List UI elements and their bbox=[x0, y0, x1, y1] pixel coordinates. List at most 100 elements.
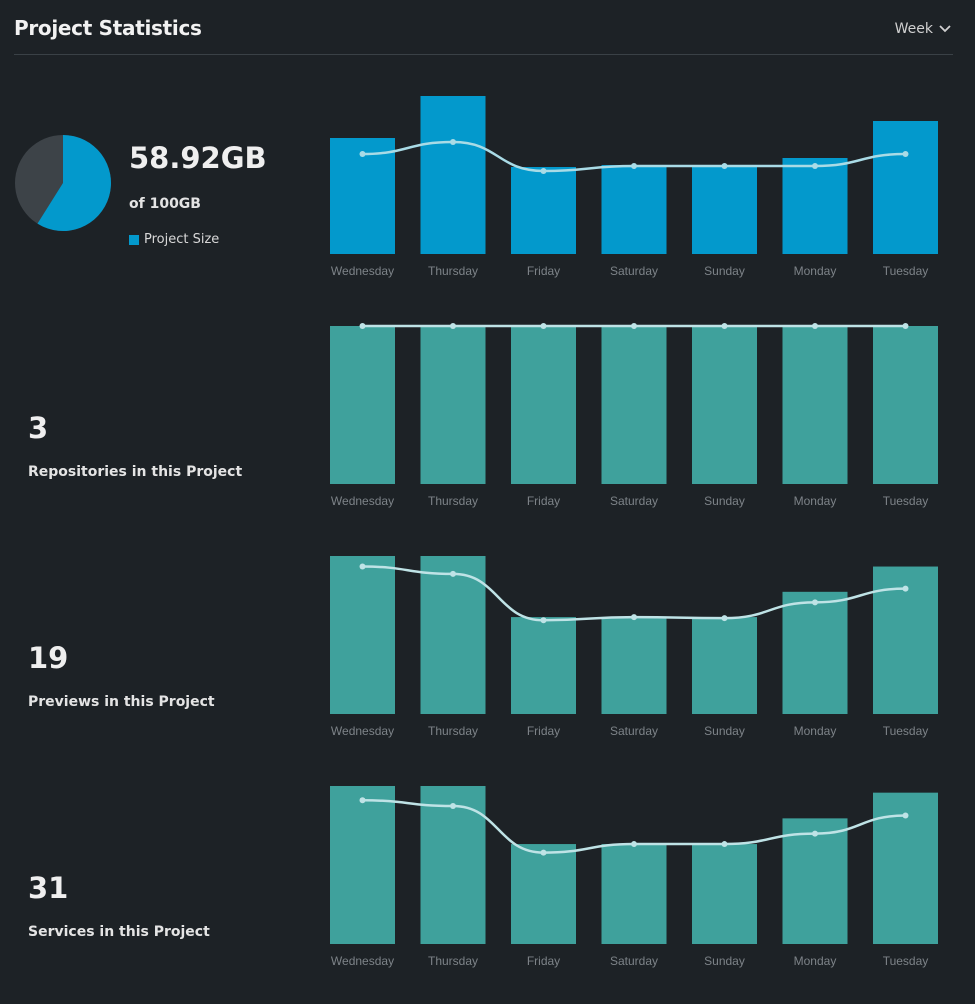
storage-used-value: 58.92GB bbox=[129, 141, 267, 175]
trend-point-saturday bbox=[631, 841, 637, 848]
previews-count: 19 bbox=[28, 641, 69, 675]
repositories-label: Repositories in this Project bbox=[28, 464, 243, 480]
services-chart: Wednesday Thursday Friday Saturday Sunday Mon… bbox=[330, 786, 938, 968]
bar-friday bbox=[511, 167, 576, 254]
bar-sunday bbox=[692, 617, 757, 714]
trend-point-friday bbox=[540, 168, 547, 174]
storage-total: of 100GB bbox=[129, 196, 201, 212]
x-tick-label: Saturday bbox=[610, 954, 658, 968]
trend-point-monday bbox=[812, 830, 818, 837]
x-tick-label: Wednesday bbox=[331, 724, 394, 738]
trend-point-monday bbox=[812, 163, 818, 169]
trend-point-tuesday bbox=[902, 151, 909, 157]
x-tick-label: Sunday bbox=[704, 494, 745, 508]
x-tick-label: Saturday bbox=[610, 264, 658, 278]
x-tick-label: Thursday bbox=[428, 494, 478, 508]
bar-saturday bbox=[601, 617, 667, 714]
x-tick-label: Monday bbox=[794, 264, 837, 278]
trend-point-saturday bbox=[631, 614, 637, 621]
trend-point-thursday bbox=[450, 323, 456, 329]
trend-point-wednesday bbox=[359, 323, 366, 329]
x-tick-label: Wednesday bbox=[331, 264, 394, 278]
x-tick-label: Sunday bbox=[704, 954, 745, 968]
trend-point-saturday bbox=[631, 163, 637, 169]
trend-point-friday bbox=[540, 849, 547, 856]
header-divider bbox=[14, 54, 953, 55]
services-count: 31 bbox=[28, 871, 69, 905]
x-tick-label: Monday bbox=[794, 954, 837, 968]
legend-project-size: Project Size bbox=[129, 232, 219, 247]
storage-pie-chart bbox=[15, 135, 111, 231]
x-tick-label: Monday bbox=[794, 724, 837, 738]
bar-friday bbox=[511, 617, 576, 714]
bar-monday bbox=[782, 326, 848, 484]
x-tick-label: Friday bbox=[527, 264, 560, 278]
bar-saturday bbox=[601, 165, 667, 254]
trend-point-tuesday bbox=[902, 585, 909, 592]
x-tick-label: Thursday bbox=[428, 264, 478, 278]
previews-label: Previews in this Project bbox=[28, 694, 215, 710]
bar-wednesday bbox=[330, 138, 395, 254]
legend-label: Project Size bbox=[144, 232, 220, 247]
bar-monday bbox=[782, 591, 848, 714]
trend-point-sunday bbox=[721, 615, 728, 622]
bar-tuesday bbox=[873, 121, 938, 254]
bar-wednesday bbox=[330, 786, 395, 944]
trend-point-sunday bbox=[721, 323, 728, 329]
page-title: Project Statistics bbox=[14, 16, 202, 40]
x-tick-label: Wednesday bbox=[331, 954, 394, 968]
pie-slice-used bbox=[37, 135, 111, 231]
x-tick-label: Thursday bbox=[428, 954, 478, 968]
x-tick-label: Saturday bbox=[610, 494, 658, 508]
x-tick-label: Thursday bbox=[428, 724, 478, 738]
bar-monday bbox=[782, 818, 848, 944]
x-tick-label: Monday bbox=[794, 494, 837, 508]
trend-point-wednesday bbox=[359, 797, 366, 804]
x-tick-label: Wednesday bbox=[331, 494, 394, 508]
x-tick-label: Saturday bbox=[610, 724, 658, 738]
trend-point-friday bbox=[540, 323, 547, 329]
trend-point-monday bbox=[812, 323, 818, 329]
repositories-count: 3 bbox=[28, 411, 49, 445]
trend-point-thursday bbox=[450, 802, 456, 809]
bar-tuesday bbox=[873, 326, 938, 484]
bar-sunday bbox=[692, 165, 757, 254]
repositories-chart: Wednesday Thursday Friday Saturday Sunday Mon… bbox=[330, 323, 938, 508]
trend-point-sunday bbox=[721, 163, 728, 169]
trend-point-thursday bbox=[450, 570, 456, 577]
legend-swatch bbox=[129, 234, 139, 245]
x-tick-label: Sunday bbox=[704, 724, 745, 738]
trend-point-tuesday bbox=[902, 812, 909, 819]
period-dropdown[interactable]: Week bbox=[895, 21, 951, 37]
x-tick-label: Friday bbox=[527, 494, 560, 508]
services-label: Services in this Project bbox=[28, 924, 210, 940]
trend-point-tuesday bbox=[902, 323, 909, 329]
x-tick-label: Tuesday bbox=[883, 264, 929, 278]
bar-thursday bbox=[420, 556, 486, 714]
trend-point-saturday bbox=[631, 323, 637, 329]
trend-point-wednesday bbox=[359, 563, 366, 570]
trend-point-friday bbox=[540, 617, 547, 624]
bar-monday bbox=[782, 158, 848, 254]
x-tick-label: Tuesday bbox=[883, 494, 929, 508]
x-tick-label: Friday bbox=[527, 954, 560, 968]
period-label: Week bbox=[894, 21, 933, 37]
bar-friday bbox=[511, 326, 576, 484]
trend-point-thursday bbox=[450, 139, 456, 145]
x-tick-label: Tuesday bbox=[883, 724, 929, 738]
x-tick-label: Sunday bbox=[704, 264, 745, 278]
bar-thursday bbox=[420, 96, 486, 254]
bar-wednesday bbox=[330, 556, 395, 714]
x-tick-label: Tuesday bbox=[883, 954, 929, 968]
bar-sunday bbox=[692, 326, 757, 484]
x-tick-label: Friday bbox=[527, 724, 560, 738]
chevron-down-icon bbox=[939, 25, 951, 33]
bar-thursday bbox=[420, 326, 486, 484]
bar-saturday bbox=[601, 844, 667, 944]
trend-point-sunday bbox=[721, 841, 728, 848]
trend-point-monday bbox=[812, 599, 818, 606]
bar-friday bbox=[511, 844, 576, 944]
bar-wednesday bbox=[330, 326, 395, 484]
bar-sunday bbox=[692, 844, 757, 944]
bar-thursday bbox=[420, 786, 486, 944]
